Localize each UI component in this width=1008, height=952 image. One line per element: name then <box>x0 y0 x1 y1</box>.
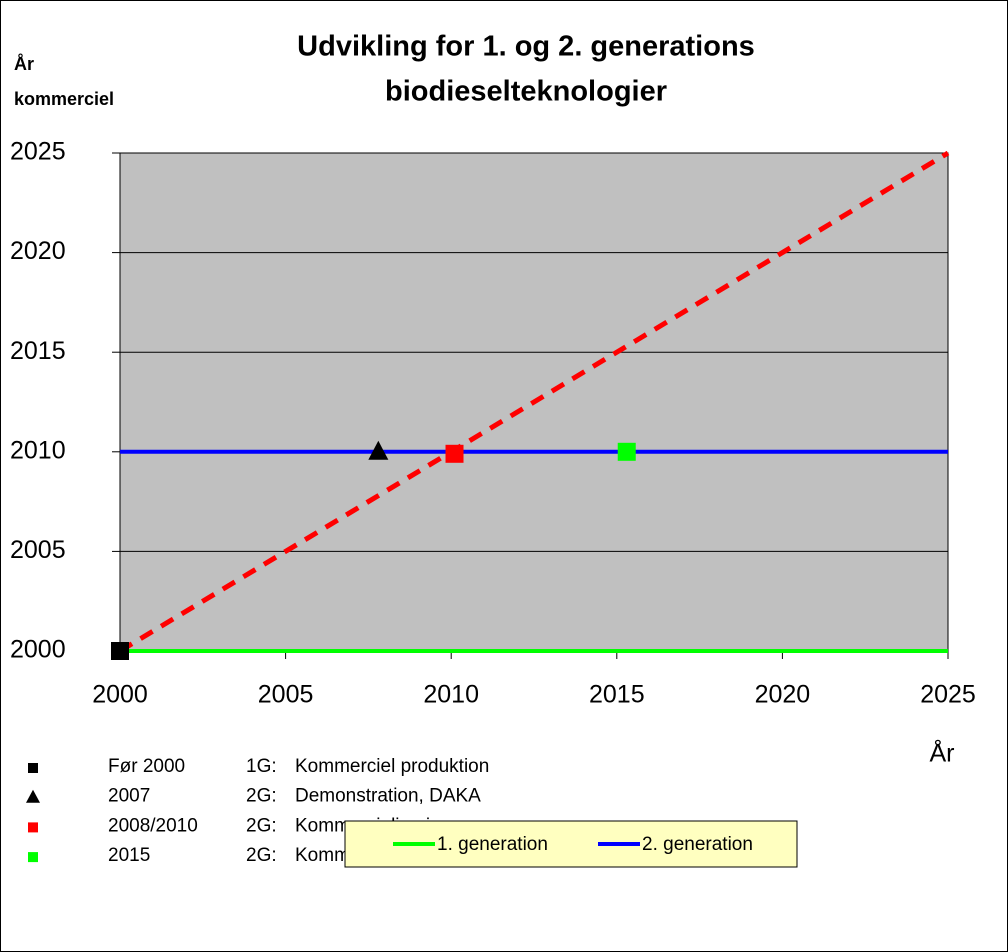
y-tick-label: 2015 <box>10 337 66 365</box>
y-tick-label: 2000 <box>10 636 66 664</box>
note-label: 2015 <box>108 845 150 866</box>
x-tick-label: 2010 <box>423 681 479 709</box>
y-axis-label: År <box>14 54 34 74</box>
y-tick-label: 2010 <box>10 436 66 464</box>
note-gen: 2G: <box>246 845 277 866</box>
note-label: 2007 <box>108 786 150 807</box>
x-tick-label: 2000 <box>92 681 148 709</box>
y-tick-label: 2025 <box>10 138 66 166</box>
note-text: Demonstration, DAKA <box>295 786 481 807</box>
x-tick-label: 2015 <box>589 681 645 709</box>
note-gen: 1G: <box>246 756 277 777</box>
legend <box>344 820 798 868</box>
note-text: Kommerciel produktion <box>295 756 489 777</box>
legend-label: 1. generation <box>437 834 548 855</box>
marker <box>617 442 636 461</box>
note-symbol <box>28 852 38 863</box>
note-label: Før 2000 <box>108 756 185 777</box>
series-line <box>118 150 950 654</box>
note-symbol <box>26 789 40 803</box>
marker <box>368 440 389 460</box>
note-symbol <box>28 763 38 773</box>
x-axis-label: År <box>930 738 955 768</box>
x-tick-label: 2025 <box>920 681 976 709</box>
chart-title: Udvikling for 1. og 2. generations <box>297 31 755 63</box>
marker <box>111 642 129 660</box>
note-label: 2008/2010 <box>108 815 198 836</box>
note-gen: 2G: <box>246 815 277 836</box>
marker <box>445 444 464 463</box>
legend-label: 2. generation <box>642 834 753 855</box>
note-gen: 2G: <box>246 786 277 807</box>
x-tick-label: 2005 <box>258 681 314 709</box>
x-tick-label: 2020 <box>755 681 811 709</box>
note-symbol <box>28 822 38 833</box>
y-axis-label: kommerciel <box>14 89 114 109</box>
chart-title: biodieselteknologier <box>385 76 667 108</box>
y-tick-label: 2005 <box>10 536 66 564</box>
y-tick-label: 2020 <box>10 237 66 265</box>
